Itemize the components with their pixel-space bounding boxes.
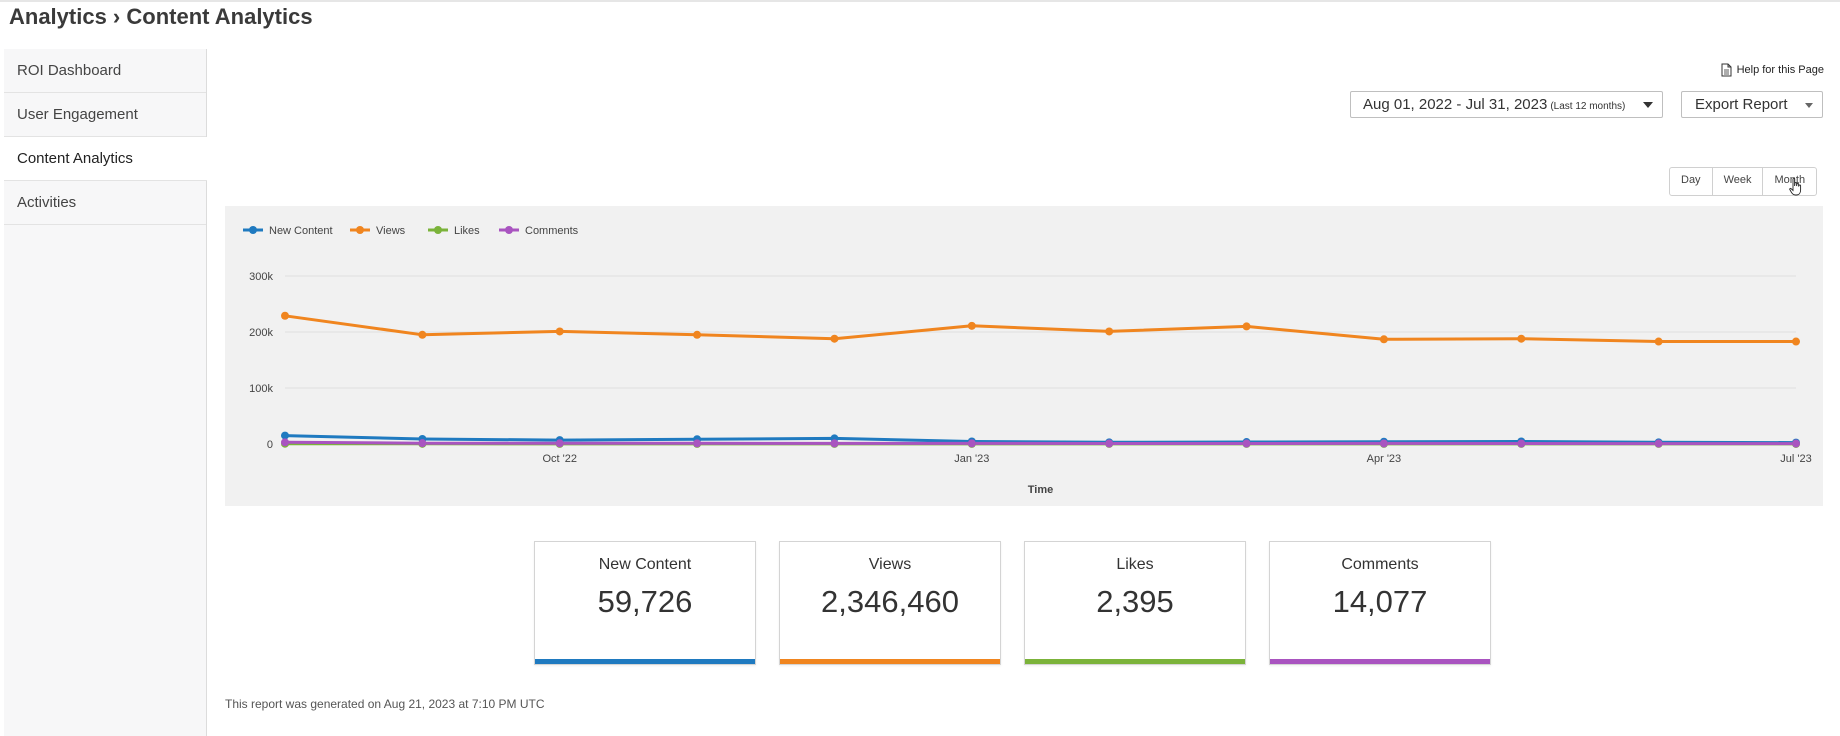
legend-label: Views [376, 225, 406, 237]
legend-marker [249, 226, 257, 234]
help-link-label: Help for this Page [1736, 64, 1824, 76]
data-point [1242, 322, 1251, 331]
summary-card-label: Views [868, 556, 912, 573]
date-range-value: Aug 01, 2022 - Jul 31, 2023 [1363, 96, 1548, 113]
x-tick-label: Oct '22 [542, 453, 577, 465]
export-report-button[interactable]: Export Report [1681, 91, 1823, 118]
summary-card-value: 59,726 [597, 584, 693, 619]
sidebar-item-activities[interactable]: Activities [4, 181, 206, 225]
x-tick-label: Jul '23 [1780, 453, 1811, 465]
data-point [1517, 439, 1526, 448]
legend-item: Comments [499, 225, 579, 237]
report-generated-note: This report was generated on Aug 21, 202… [225, 697, 545, 711]
data-point [1379, 439, 1388, 448]
sidebar-item-user-engagement[interactable]: User Engagement [4, 93, 206, 137]
data-point [1517, 334, 1526, 343]
x-tick-label: Apr '23 [1367, 453, 1402, 465]
sidebar-item-roi-dashboard[interactable]: ROI Dashboard [4, 49, 206, 93]
summary-card-views: Views 2,346,460 [779, 541, 1001, 665]
page-title: Analytics › Content Analytics [9, 4, 313, 29]
y-tick-label: 100k [249, 383, 273, 395]
data-point [281, 438, 289, 447]
x-axis-title: Time [1028, 484, 1053, 496]
export-report-label: Export Report [1695, 96, 1788, 113]
legend-label: Comments [525, 225, 579, 237]
granularity-toggle: Day Week Month [1669, 167, 1818, 196]
sidebar: ROI Dashboard User Engagement Content An… [4, 49, 207, 736]
date-range-note: (Last 12 months) [1550, 101, 1626, 112]
summary-card-label: New Content [598, 556, 692, 573]
summary-card-label: Comments [1341, 556, 1419, 573]
caret-down-icon [1643, 102, 1653, 108]
series-line [284, 434, 1797, 445]
x-tick-label: Jan '23 [954, 453, 989, 465]
document-icon [1721, 63, 1732, 77]
data-point [1792, 439, 1800, 448]
data-point [1792, 337, 1800, 346]
data-point [1379, 335, 1388, 344]
summary-card-label: Likes [1116, 556, 1154, 573]
hand-pointer-icon [1789, 178, 1803, 201]
summary-card-color-bar [1025, 659, 1245, 664]
summary-card-value: 2,395 [1096, 584, 1174, 619]
data-point [1105, 439, 1114, 448]
data-point [830, 439, 839, 448]
data-point [555, 439, 564, 448]
legend-label: New Content [269, 225, 333, 237]
legend-marker [434, 226, 442, 234]
y-tick-label: 300k [249, 271, 273, 283]
series-line [284, 314, 1796, 343]
data-point [281, 431, 289, 440]
legend-label: Likes [454, 225, 480, 237]
line-chart: 0 100k 200k 300k Oct '22 Jan '23 Apr '23 Jul '2… [243, 225, 1812, 496]
summary-cards: New Content 59,726 Views 2,346,460 Likes… [534, 541, 1491, 665]
legend-marker [356, 226, 364, 234]
summary-card-color-bar [780, 659, 1000, 664]
summary-card-new-content: New Content 59,726 [534, 541, 756, 665]
series-line [284, 440, 1796, 446]
data-point [555, 327, 564, 336]
granularity-day-button[interactable]: Day [1670, 168, 1713, 195]
summary-card-comments: Comments 14,077 [1269, 541, 1491, 665]
data-point [1105, 327, 1114, 336]
summary-card-value: 14,077 [1332, 584, 1428, 619]
summary-card-color-bar [535, 659, 755, 664]
legend-item: New Content [243, 225, 333, 237]
data-point [1654, 439, 1663, 448]
summary-card-likes: Likes 2,395 [1024, 541, 1246, 665]
sidebar-item-content-analytics[interactable]: Content Analytics [4, 137, 207, 181]
data-point [1654, 337, 1663, 346]
legend-item: Likes [428, 225, 480, 237]
data-point [281, 311, 289, 320]
legend-item: Views [350, 225, 406, 237]
legend-marker [505, 226, 513, 234]
summary-card-value: 2,346,460 [821, 584, 959, 619]
date-range-dropdown[interactable]: Aug 01, 2022 - Jul 31, 2023 (Last 12 mont… [1350, 91, 1663, 118]
y-tick-label: 0 [267, 439, 273, 451]
y-tick-label: 200k [249, 327, 273, 339]
data-point [967, 439, 976, 448]
help-link[interactable]: Help for this Page [1721, 63, 1824, 77]
caret-down-icon [1805, 103, 1813, 108]
summary-card-color-bar [1270, 659, 1490, 664]
top-border [0, 0, 1840, 2]
data-point [418, 330, 427, 339]
data-point [1242, 439, 1251, 448]
data-point [830, 334, 839, 343]
data-point [967, 321, 976, 330]
content-chart: 0 100k 200k 300k Oct '22 Jan '23 Apr '23 Jul '2… [225, 206, 1823, 506]
data-point [693, 439, 702, 448]
data-point [693, 330, 702, 339]
data-point [418, 439, 427, 448]
granularity-week-button[interactable]: Week [1713, 168, 1764, 195]
